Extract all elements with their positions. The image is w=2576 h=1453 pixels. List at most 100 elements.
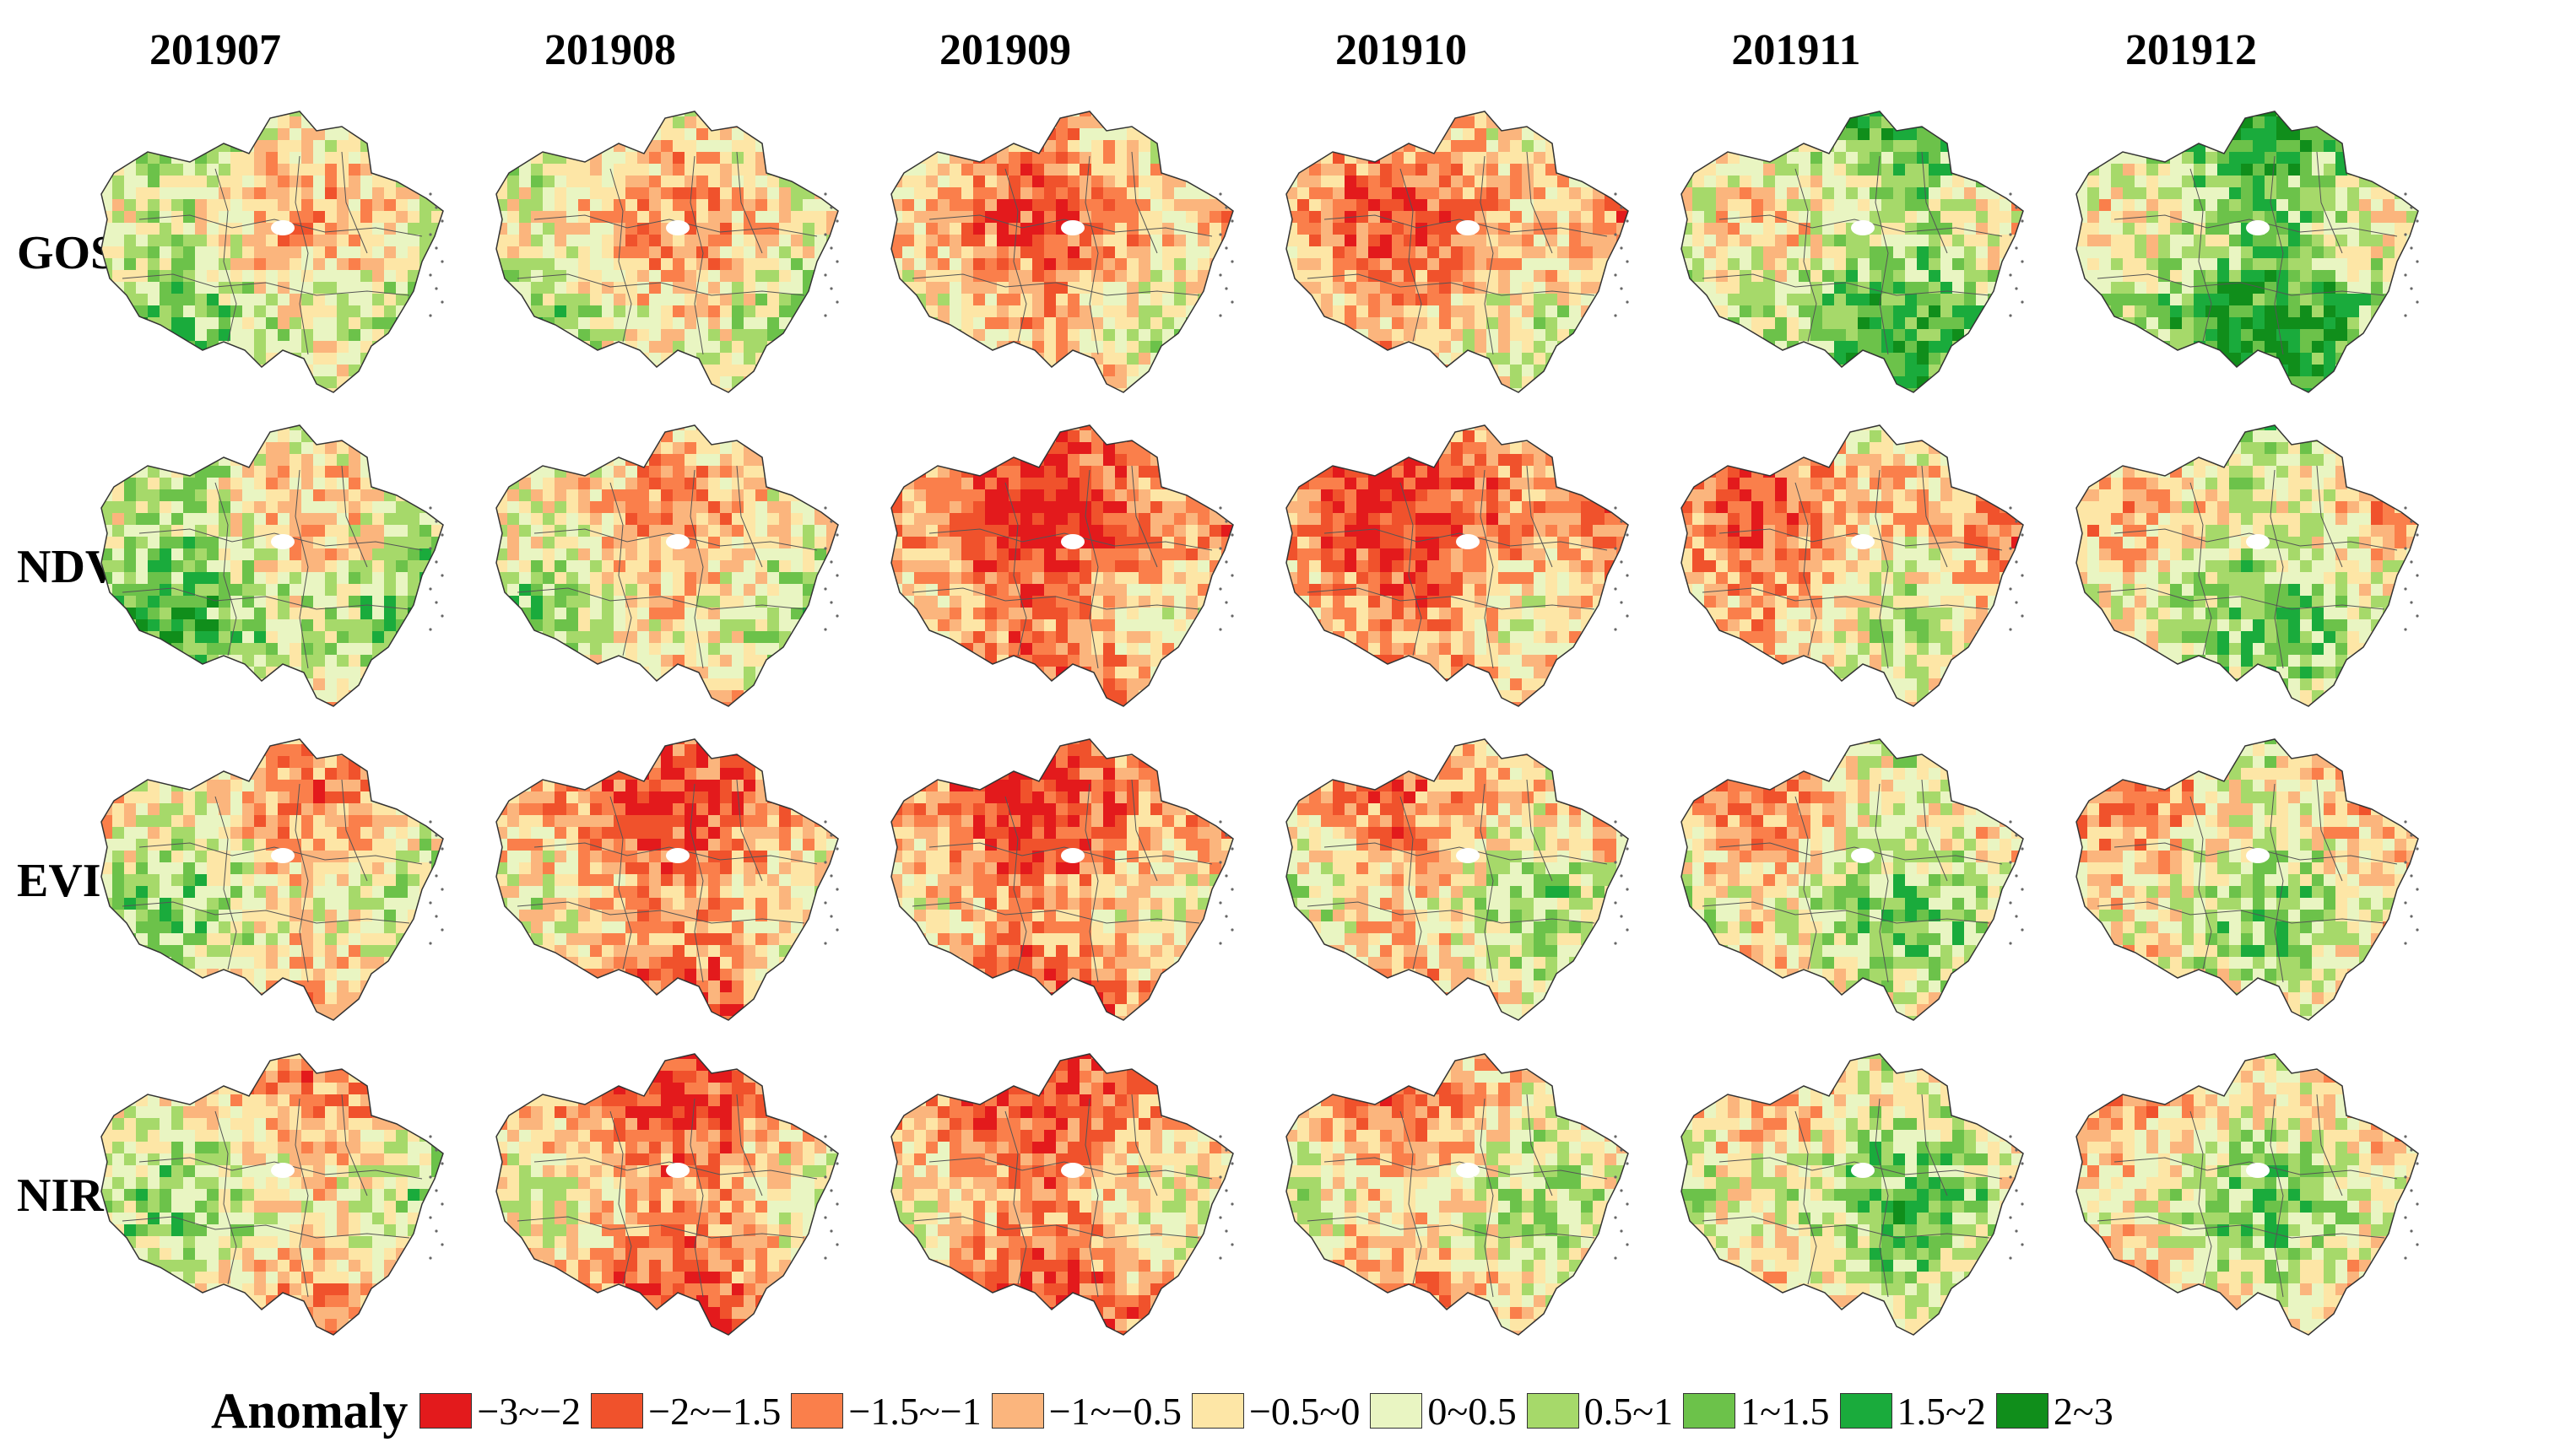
anomaly-pixel xyxy=(1881,176,1893,187)
anomaly-pixel xyxy=(1210,211,1221,223)
anomaly-pixel xyxy=(1020,199,1032,211)
anomaly-pixel xyxy=(720,317,732,329)
anomaly-pixel xyxy=(1751,93,1763,105)
anomaly-pixel xyxy=(1988,116,2000,128)
anomaly-pixel xyxy=(625,376,637,388)
anomaly-pixel xyxy=(1728,116,1740,128)
anomaly-pixel xyxy=(614,282,625,294)
anomaly-pixel xyxy=(685,270,696,282)
anomaly-pixel xyxy=(207,317,219,329)
anomaly-pixel xyxy=(1751,365,1763,376)
anomaly-pixel xyxy=(1233,105,1245,116)
anomaly-pixel xyxy=(649,140,661,152)
anomaly-pixel xyxy=(1810,270,1822,282)
anomaly-pixel xyxy=(1787,152,1799,164)
anomaly-pixel xyxy=(767,187,779,199)
anomaly-pixel xyxy=(1091,305,1103,317)
anomaly-pixel xyxy=(1787,246,1799,258)
anomaly-pixel xyxy=(1221,388,1233,392)
anomaly-pixel xyxy=(720,329,732,341)
anomaly-pixel xyxy=(602,93,614,105)
anomaly-pixel xyxy=(1581,353,1593,365)
anomaly-pixel xyxy=(2418,93,2430,105)
anomaly-pixel xyxy=(973,116,985,128)
anomaly-pixel xyxy=(1716,329,1728,341)
anomaly-pixel xyxy=(1787,111,1799,116)
anomaly-pixel xyxy=(419,176,431,187)
anomaly-pixel xyxy=(973,400,985,405)
anomaly-pixel xyxy=(1870,128,1881,140)
anomaly-pixel xyxy=(1917,294,1929,305)
anomaly-pixel xyxy=(1669,164,1680,176)
anomaly-pixel xyxy=(1475,353,1486,365)
province-boundary xyxy=(1680,111,2024,393)
anomaly-pixel xyxy=(519,376,531,388)
anomaly-pixel xyxy=(1439,187,1451,199)
anomaly-pixel xyxy=(696,128,708,140)
anomaly-pixel xyxy=(566,341,578,353)
anomaly-pixel xyxy=(2217,140,2229,152)
anomaly-pixel xyxy=(708,111,720,116)
anomaly-pixel xyxy=(2011,365,2023,376)
anomaly-pixel xyxy=(767,305,779,317)
anomaly-pixel xyxy=(349,235,360,246)
anomaly-pixel xyxy=(2359,116,2371,128)
anomaly-pixel xyxy=(2312,258,2324,270)
anomaly-pixel xyxy=(1669,246,1680,258)
anomaly-pixel xyxy=(419,329,431,341)
anomaly-pixel xyxy=(337,365,349,376)
anomaly-pixel xyxy=(1775,199,1787,211)
anomaly-pixel xyxy=(230,235,242,246)
anomaly-pixel xyxy=(1692,246,1704,258)
anomaly-pixel xyxy=(708,211,720,223)
anomaly-pixel xyxy=(1297,400,1309,405)
anomaly-pixel xyxy=(1534,235,1545,246)
anomaly-pixel xyxy=(2300,258,2312,270)
anomaly-pixel xyxy=(278,282,290,294)
anomaly-pixel xyxy=(555,164,566,176)
anomaly-pixel xyxy=(938,282,950,294)
anomaly-pixel xyxy=(2312,282,2324,294)
anomaly-raster xyxy=(2076,93,2430,392)
anomaly-pixel xyxy=(767,388,779,392)
col-title-5: 201912 xyxy=(2056,25,2326,75)
anomaly-pixel xyxy=(1020,305,1032,317)
anomaly-pixel xyxy=(1139,317,1150,329)
anomaly-pixel xyxy=(2312,140,2324,152)
anomaly-pixel xyxy=(826,400,838,405)
anomaly-pixel xyxy=(455,140,467,152)
anomaly-pixel xyxy=(2371,246,2383,258)
anomaly-pixel xyxy=(1475,164,1486,176)
anomaly-pixel xyxy=(950,376,961,388)
anomaly-pixel xyxy=(2347,246,2359,258)
anomaly-pixel xyxy=(195,353,207,365)
anomaly-pixel xyxy=(1799,211,1810,223)
anomaly-pixel xyxy=(384,400,396,405)
anomaly-pixel xyxy=(1510,235,1522,246)
anomaly-pixel xyxy=(1415,211,1427,223)
island xyxy=(1225,246,1228,250)
anomaly-pixel xyxy=(1669,140,1680,152)
anomaly-pixel xyxy=(838,258,850,270)
anomaly-pixel xyxy=(1115,270,1127,282)
anomaly-pixel xyxy=(1498,223,1510,235)
anomaly-pixel xyxy=(531,235,543,246)
anomaly-pixel xyxy=(2146,282,2158,294)
anomaly-pixel xyxy=(1245,376,1257,388)
anomaly-pixel xyxy=(1834,235,1846,246)
anomaly-pixel xyxy=(1321,116,1333,128)
anomaly-pixel xyxy=(767,116,779,128)
anomaly-pixel xyxy=(2276,152,2288,164)
anomaly-pixel xyxy=(1174,388,1186,392)
anomaly-pixel xyxy=(973,93,985,105)
anomaly-pixel xyxy=(519,258,531,270)
anomaly-pixel xyxy=(349,294,360,305)
anomaly-pixel xyxy=(602,317,614,329)
anomaly-pixel xyxy=(1799,294,1810,305)
anomaly-pixel xyxy=(1333,388,1345,392)
anomaly-pixel xyxy=(219,128,230,140)
anomaly-pixel xyxy=(1681,199,1692,211)
anomaly-pixel xyxy=(602,400,614,405)
anomaly-pixel xyxy=(578,270,590,282)
anomaly-pixel xyxy=(396,294,408,305)
